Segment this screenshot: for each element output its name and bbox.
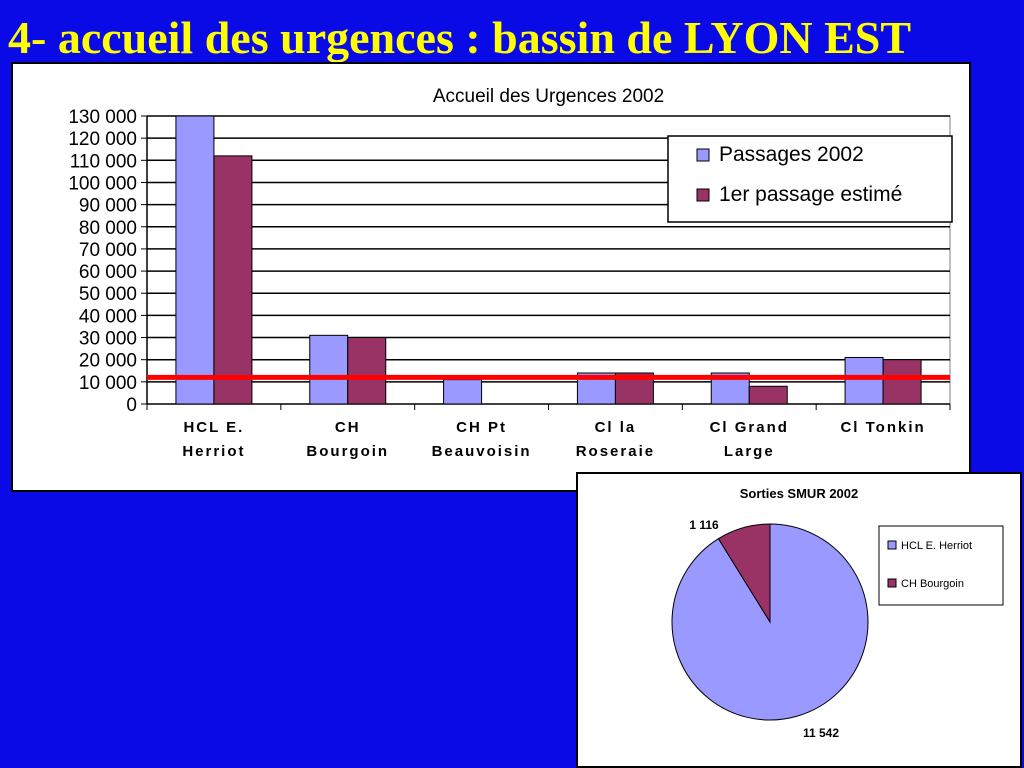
x-tick-label: Roseraie	[576, 443, 655, 460]
y-tick-label: 100 000	[68, 173, 137, 194]
x-tick-label: Cl Grand	[710, 419, 789, 436]
pie-value-label: 1 116	[689, 518, 719, 532]
legend-swatch	[887, 578, 897, 588]
legend-box	[667, 135, 953, 223]
y-tick-label: 20 000	[79, 351, 137, 372]
x-tick-label: CH Pt	[456, 419, 507, 436]
x-tick-label: Bourgoin	[306, 443, 389, 460]
bar-premier-passage	[748, 385, 788, 405]
legend-label: Passages 2002	[719, 143, 864, 166]
pie-chart: Sorties SMUR 2002 1 116 11 542 HCL E. Herri…	[671, 486, 1004, 740]
bar-premier-passage	[882, 359, 922, 405]
y-tick-label: 30 000	[79, 329, 137, 350]
bar-premier-passage	[347, 337, 387, 405]
bar-legend: Passages 2002 1er passage estimé	[667, 135, 953, 223]
pie-value-label: 11 542	[803, 726, 839, 740]
y-tick-label: 0	[126, 395, 137, 416]
y-tick-label: 90 000	[79, 196, 137, 217]
bar-passages	[175, 115, 215, 405]
pie-legend: HCL E. Herriot CH Bourgoin	[878, 525, 1004, 606]
pie-chart-panel: Sorties SMUR 2002 1 116 11 542 HCL E. Herri…	[576, 472, 1022, 768]
legend-swatch	[887, 540, 897, 550]
x-tick-label: Beauvoisin	[432, 443, 532, 460]
y-tick-label: 80 000	[79, 218, 137, 239]
bar-premier-passage	[213, 155, 253, 405]
y-tick-label: 70 000	[79, 240, 137, 261]
legend-label: 1er passage estimé	[719, 183, 902, 206]
y-tick-label: 130 000	[68, 107, 137, 128]
bar-chart-panel: Accueil des Urgences 2002 0 10 000 20 000 30…	[11, 62, 971, 492]
x-tick-label: Cl Tonkin	[840, 419, 925, 436]
y-tick-label: 50 000	[79, 284, 137, 305]
x-tick-label: Herriot	[182, 443, 245, 460]
y-tick-label: 10 000	[79, 373, 137, 394]
y-tick-label: 120 000	[68, 129, 137, 150]
legend-box	[878, 525, 1004, 606]
x-tick-label: Large	[724, 443, 775, 460]
legend-label: CH Bourgoin	[901, 578, 964, 590]
pie-chart-title: Sorties SMUR 2002	[740, 486, 859, 501]
y-tick-label: 40 000	[79, 306, 137, 327]
legend-label: HCL E. Herriot	[901, 540, 972, 552]
bar-chart-title: Accueil des Urgences 2002	[433, 86, 664, 107]
legend-swatch	[696, 188, 710, 202]
x-tick-label: HCL E.	[183, 419, 244, 436]
bar-passages	[844, 356, 884, 405]
pie-slice-ch-bourgoin	[717, 523, 771, 624]
x-tick-label: CH	[335, 419, 361, 436]
bar-passages	[443, 379, 483, 405]
x-tick-label: Cl la	[595, 419, 637, 436]
y-tick-label: 60 000	[79, 262, 137, 283]
y-tick-label: 110 000	[70, 151, 137, 172]
bar-passages	[309, 334, 349, 405]
slide-title: 4- accueil des urgences : bassin de LYON…	[8, 12, 912, 63]
legend-swatch	[696, 148, 710, 162]
